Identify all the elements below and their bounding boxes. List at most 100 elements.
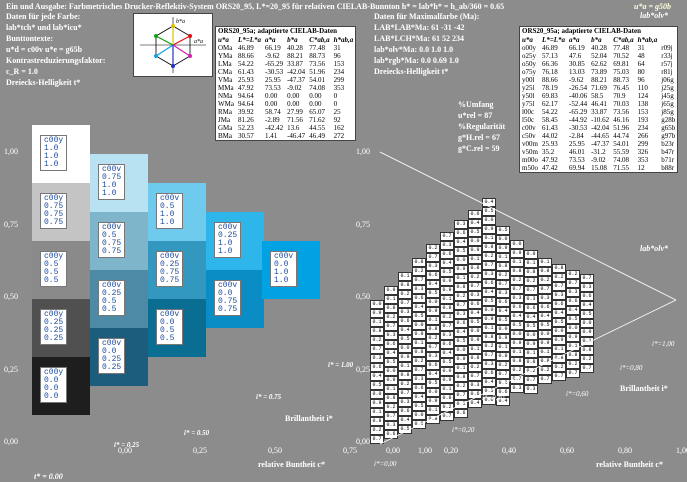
table-cell: 12 [637, 164, 645, 172]
label-chip: 0.6 [412, 294, 426, 303]
table-cell: 74.08 [309, 84, 325, 92]
label-chip: 0.2 [426, 334, 440, 343]
label-chip: 0.8 [440, 394, 454, 403]
label-chip: 0.7 [426, 343, 440, 352]
table-row: y25l 78.19 -26.54 71.69 76.45 110 j25g [520, 84, 677, 92]
table-cell: 81.26 [237, 116, 254, 124]
table-cell: 33.87 [591, 108, 607, 116]
table-cell: 46.89 [541, 44, 558, 52]
table-cell: c00v [522, 124, 536, 132]
label-chip: 0.9 [496, 244, 510, 253]
mid-info-line: LAB*LAB*Ma: 61 -31 -42 [374, 23, 465, 32]
label-chip: 0.2 [538, 276, 552, 285]
label-chip: 0.0 [412, 411, 426, 420]
label-chip: 0.6 [454, 319, 468, 328]
label-chip: 0.5 [482, 207, 496, 216]
label-chip: 0.0 [370, 300, 384, 309]
label-chip: 0.3 [552, 291, 566, 300]
cell-label: c00y 0.75 0.75 0.75 [40, 193, 68, 229]
table-row: y75l 62.17 -52.44 46.41 70.03 138 j65g [520, 100, 677, 108]
table-cell: 73.56 [309, 60, 325, 68]
table-cell: j85g [661, 108, 674, 116]
label-chip: 0.7 [538, 375, 552, 384]
label-chip: 0.4 [496, 397, 510, 406]
label-chip: 0.3 [384, 331, 398, 340]
y-tick: 0,00 [4, 437, 18, 446]
t0-label: t* = 0.00 [34, 472, 63, 481]
table-cell: -9.02 [287, 84, 302, 92]
label-chip: 0.0 [496, 325, 510, 334]
table-cell: LMa [218, 60, 232, 68]
label-chip: 0.2 [566, 270, 580, 279]
label-chip: 0.8 [384, 304, 398, 313]
table-cell: g28b [661, 116, 676, 124]
x-tick: 0,00 [118, 446, 132, 455]
table-cell: -46.47 [287, 132, 306, 140]
label-chip: 0.8 [482, 243, 496, 252]
table-cell: 15.08 [591, 164, 607, 172]
mid-info-line: Dreiecks-Helligkeit t* [374, 67, 449, 76]
right-x-tick: 1,00 [676, 446, 687, 455]
label-chip: 0.3 [454, 220, 468, 229]
label-chip: 0.2 [468, 363, 482, 372]
table-cell: 0 [333, 92, 338, 100]
table-cell: 80 [637, 68, 645, 76]
color-code-2: lab*olv* [640, 11, 668, 20]
i-label: i* = 0.50 [184, 429, 210, 437]
label-chip: 0.4 [370, 372, 384, 381]
label-chip: 0.4 [426, 370, 440, 379]
i-label: i* = 0.25 [114, 441, 140, 449]
label-chip: 0.7 [370, 345, 384, 354]
table-cell: 31 [637, 44, 645, 52]
table-row: l50c 58.45 -44.92 -10.62 46.16 193 g28b [520, 116, 677, 124]
label-chip: 0.9 [412, 330, 426, 339]
label-chip: 0.2 [454, 382, 468, 391]
label-chip: 0.6 [580, 292, 594, 301]
label-chip: 0.5 [468, 228, 482, 237]
label-chip: 0.4 [384, 349, 398, 358]
right-i-label: i*=1,00 [652, 340, 675, 348]
table-cell: 299 [333, 76, 345, 84]
right-y-tick: 0,25 [356, 364, 370, 374]
table-cell: 73.53 [265, 84, 281, 92]
label-chip: 0.7 [552, 282, 566, 291]
table-cell: g97b [661, 132, 676, 140]
table-cell: 0.00 [309, 92, 322, 100]
chart-cell: c00y 0.0 0.0 0.0 [32, 357, 90, 415]
cell-label: c00v 0.25 0.75 0.75 [156, 251, 184, 287]
table-cell: 353 [637, 156, 649, 164]
label-chip: 0.7 [398, 389, 412, 398]
table-cell: 299 [637, 140, 649, 148]
table-cell: 47.92 [541, 156, 558, 164]
table-row: JMa 81.26 -2.89 71.56 71.62 92 [216, 116, 355, 124]
label-chip: 0.6 [510, 303, 524, 312]
table-cell: o50y [522, 60, 536, 68]
label-chip: 0.1 [412, 339, 426, 348]
table-cell: l00c [522, 108, 535, 116]
table-cell: 30.57 [237, 132, 254, 140]
label-chip: 0.5 [552, 318, 566, 327]
label-chip: 0.5 [440, 268, 454, 277]
label-chip: 0.8 [566, 351, 580, 360]
label-chip: 0.6 [384, 430, 398, 439]
table-cell: g65b [661, 124, 676, 132]
label-chip: 0.7 [398, 299, 412, 308]
table-cell: -52.44 [569, 100, 588, 108]
table-cell: 88.21 [287, 52, 303, 60]
table-cell: 138 [637, 100, 649, 108]
table-cell: -47.37 [287, 76, 306, 84]
label-chip: 0.7 [510, 375, 524, 384]
label-chip: 0.5 [384, 358, 398, 367]
table-cell: 52.23 [237, 124, 254, 132]
chart-cell: c00v 0.0 0.5 0.5 [148, 299, 206, 357]
table-cell: 124 [637, 92, 649, 100]
table-cell: 30.85 [569, 60, 585, 68]
table-cell: m00o [522, 156, 538, 164]
table-header-cell: a*a [265, 36, 276, 44]
x-tick: 0,75 [343, 446, 357, 455]
label-chip: 0.9 [496, 334, 510, 343]
table-cell: b88r [661, 164, 675, 172]
label-chip: 0.4 [482, 378, 496, 387]
table-cell: 46.16 [613, 116, 629, 124]
label-chip: 0.0 [580, 319, 594, 328]
